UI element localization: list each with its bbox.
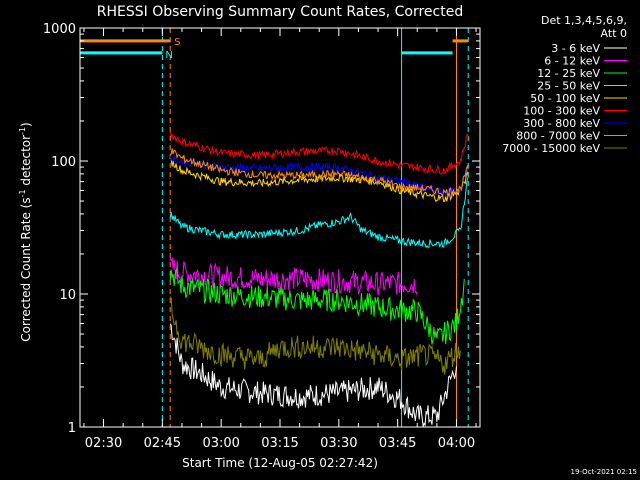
footer-date: 19-Oct-2021 02:15 [571,468,637,476]
legend-label: 7000 - 15000 keV [502,142,600,155]
series-line-4 [169,157,469,203]
series-line-0 [169,323,457,427]
series-line-5 [169,131,469,175]
chart-title: RHESSI Observing Summary Count Rates, Co… [97,4,463,20]
y-axis-label-mid: detector [19,135,33,190]
series-line-3 [169,176,469,249]
y-axis-label-end: ) [19,122,33,127]
annotation-n: N [165,50,172,61]
y-axis-label-sup2: -1 [18,127,27,135]
y-tick-label: 1 [68,421,76,436]
y-axis-label-sup1: -1 [18,189,27,197]
axes: 1 10 100 1000 02:30 02:45 03:00 03:15 03:30 03:45… [43,22,480,451]
series-line-7 [170,148,469,198]
legend-label: 300 - 800 keV [523,117,600,130]
legend-header-line2: Att 0 [601,27,627,40]
legend-label: 25 - 50 keV [537,80,600,93]
series-line-1 [169,256,418,296]
x-tick-label: 03:00 [202,436,239,451]
x-tick-label: 03:15 [261,436,298,451]
x-tick-label: 02:30 [85,436,122,451]
legend-label: 12 - 25 keV [537,67,600,80]
y-tick-label: 10 [59,288,76,303]
x-tick-label: 03:45 [379,436,416,451]
series-line-2 [169,267,465,345]
legend-label: 800 - 7000 keV [516,130,600,143]
legend-label: 3 - 6 keV [551,42,600,55]
x-tick-label: 02:45 [144,436,181,451]
y-axis-label-main: Corrected Count Rate (s [19,197,33,341]
y-tick-label: 1000 [43,22,76,37]
y-tick-label: 100 [51,155,76,170]
x-tick-label: 04:00 [438,436,475,451]
legend-header-line1: Det 1,3,4,5,6,9, [541,14,627,27]
y-axis-label: Corrected Count Rate (s-1 detector-1) [18,122,33,341]
plot-content [80,28,469,427]
x-axis-label: Start Time (12-Aug-05 02:27:42) [182,456,378,470]
series-line-8 [169,296,461,375]
x-tick-label: 03:30 [320,436,357,451]
legend-label: 50 - 100 keV [530,92,600,105]
legend-label: 100 - 300 keV [523,105,600,118]
legend-label: 6 - 12 keV [544,55,600,68]
plot-area [80,28,469,427]
annotation-s: S [174,37,180,48]
